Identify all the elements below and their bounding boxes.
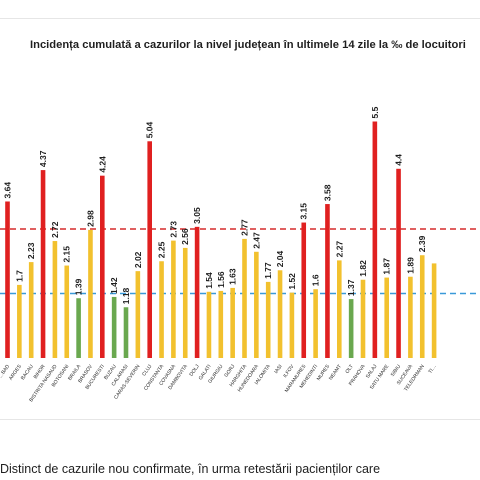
- bar-36: [419, 255, 425, 358]
- data-label-29: 2.27: [334, 241, 344, 258]
- data-label-14: 2.25: [157, 241, 167, 258]
- bar-35: [408, 276, 413, 358]
- bar-5: [52, 241, 58, 358]
- data-label-22: 2.47: [251, 232, 261, 249]
- bar-6: [64, 265, 70, 358]
- data-label-32: 5.5: [370, 106, 380, 118]
- data-label-2: 1.7: [14, 270, 24, 282]
- bar-25: [289, 292, 295, 358]
- bar-32: [372, 121, 378, 358]
- footnote-text: Distinct de cazurile nou confirmate, în …: [0, 462, 381, 476]
- data-label-11: 1.18: [121, 287, 131, 304]
- data-label-35: 1.89: [405, 257, 415, 274]
- bar-28: [325, 204, 330, 358]
- data-label-23: 1.77: [263, 262, 273, 279]
- bar-26: [301, 222, 307, 358]
- bar-20: [230, 287, 235, 358]
- data-label-5: 2.72: [50, 221, 60, 238]
- bar-37: [431, 263, 437, 358]
- bar-13: [147, 141, 152, 358]
- bar-21: [242, 238, 247, 358]
- data-label-36: 2.39: [417, 235, 427, 252]
- bar-27: [313, 289, 318, 358]
- data-label-16: 2.56: [180, 228, 190, 245]
- category-label-37: TI…: [427, 364, 437, 375]
- data-label-9: 4.24: [97, 156, 107, 173]
- bar-7: [76, 298, 81, 358]
- bar-8: [88, 229, 93, 358]
- data-label-20: 1.63: [228, 268, 238, 285]
- bar-14: [159, 261, 164, 358]
- data-label-15: 2.73: [168, 221, 178, 238]
- data-label-30: 1.37: [346, 279, 356, 296]
- data-label-4: 4.37: [38, 150, 48, 167]
- bar-12: [135, 271, 141, 358]
- data-label-6: 2.15: [62, 246, 72, 263]
- data-label-26: 3.15: [299, 203, 309, 220]
- bar-33: [384, 277, 389, 358]
- data-label-17: 3.05: [192, 207, 202, 224]
- data-label-27: 1.6: [311, 274, 321, 286]
- data-label-7: 1.39: [74, 278, 84, 295]
- bar-31: [360, 279, 366, 358]
- bar-3: [28, 262, 34, 358]
- bar-29: [337, 260, 342, 358]
- category-label-30: OLT: [345, 364, 355, 375]
- data-label-21: 2.77: [240, 219, 250, 236]
- category-label-29: NEAMT: [328, 364, 343, 382]
- data-label-12: 2.02: [133, 251, 143, 268]
- data-label-13: 5.04: [145, 121, 155, 138]
- data-label-24: 2.04: [275, 250, 285, 267]
- bar-2: [17, 284, 22, 358]
- data-label-33: 1.87: [382, 258, 392, 275]
- chart-card: Incidența cumulată a cazurilor la nivel …: [0, 18, 480, 420]
- bar-10: [111, 296, 117, 358]
- bar-22: [254, 251, 259, 358]
- bar-16: [182, 247, 188, 358]
- data-label-1: 3.64: [3, 182, 13, 199]
- data-label-19: 1.56: [216, 271, 226, 288]
- data-label-31: 1.82: [358, 260, 368, 277]
- bar-15: [171, 240, 176, 358]
- bar-34: [396, 168, 401, 358]
- data-label-28: 3.58: [322, 184, 332, 201]
- bar-11: [123, 307, 129, 358]
- data-label-8: 2.98: [85, 210, 95, 227]
- bar-4: [40, 170, 46, 358]
- data-label-10: 1.42: [109, 277, 119, 294]
- bar-19: [218, 290, 224, 358]
- category-label-1: …BAD: [0, 363, 11, 379]
- bar-30: [348, 299, 354, 358]
- category-label-3: BACAU: [20, 363, 35, 381]
- bar-24: [277, 270, 283, 358]
- bar-23: [265, 281, 271, 358]
- data-label-25: 1.52: [287, 273, 297, 290]
- bar-17: [194, 226, 200, 358]
- data-label-3: 2.23: [26, 242, 36, 259]
- chart-title: Incidența cumulată a cazurilor la nivel …: [30, 39, 466, 51]
- bar-chart: 3.64…BAD1.7ARGES2.23BACAU4.37BIHOR2.72BI…: [0, 106, 480, 403]
- bar-1: [5, 201, 10, 358]
- category-label-24: IASI: [273, 364, 283, 375]
- bar-18: [206, 291, 212, 358]
- data-label-34: 4.4: [394, 154, 404, 166]
- bar-9: [100, 175, 105, 358]
- data-label-18: 1.54: [204, 272, 214, 289]
